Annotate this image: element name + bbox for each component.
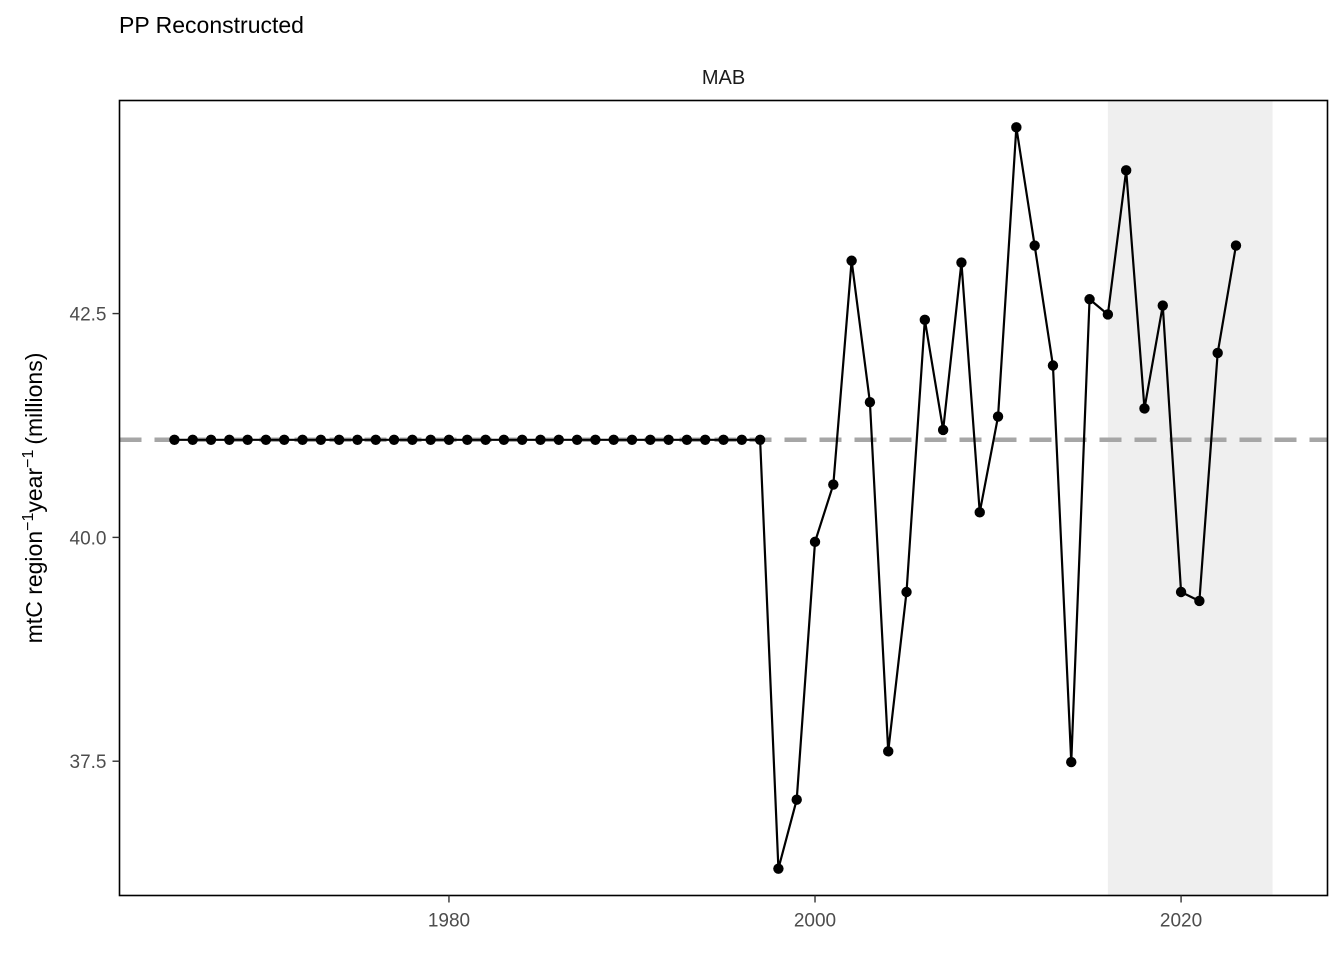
x-axis: 1980 2000 2020	[428, 895, 1202, 932]
data-point-1970	[260, 434, 272, 446]
data-point-1998	[773, 863, 784, 874]
data-point-2004	[883, 746, 894, 757]
data-point-2019	[1157, 300, 1168, 311]
data-point-1989	[608, 434, 619, 446]
data-point-2020	[1175, 586, 1187, 598]
data-point-1994	[699, 434, 711, 446]
data-point-1984	[516, 434, 528, 446]
data-point-1974	[333, 434, 345, 446]
data-point-2023	[1230, 240, 1242, 251]
panel-label: MAB	[702, 67, 745, 89]
data-point-1996	[736, 434, 748, 446]
data-point-2013	[1047, 360, 1059, 371]
data-point-2007	[937, 424, 949, 436]
data-point-1976	[370, 434, 381, 446]
data-point-1967	[205, 434, 217, 446]
y-tick-label-0: 37.5	[70, 752, 107, 773]
data-point-1972	[297, 434, 308, 446]
data-point-2006	[919, 314, 931, 326]
data-point-2014	[1066, 756, 1077, 768]
chart-title: PP Reconstructed	[119, 12, 304, 38]
data-point-2009	[974, 507, 985, 518]
data-point-1968	[224, 434, 235, 446]
data-point-1990	[626, 434, 638, 446]
x-tick-label-1980: 1980	[428, 911, 470, 932]
data-point-2008	[956, 257, 967, 268]
y-tick-label-1: 40.0	[70, 528, 107, 549]
highlight-layer	[1107, 100, 1273, 896]
data-point-2011	[1011, 122, 1022, 133]
data-point-1981	[462, 434, 473, 446]
data-point-1987	[571, 434, 583, 446]
data-point-1997	[754, 434, 766, 446]
data-point-1999	[791, 794, 802, 805]
data-point-2002	[846, 255, 857, 266]
data-point-1971	[279, 434, 290, 446]
data-point-1978	[407, 434, 418, 446]
x-tick-label-2020: 2020	[1160, 911, 1202, 932]
data-point-2021	[1194, 595, 1205, 607]
x-tick-label-2000: 2000	[794, 911, 836, 932]
data-point-2018	[1139, 403, 1150, 414]
data-point-1985	[535, 434, 546, 446]
data-point-1995	[718, 434, 729, 446]
data-point-1991	[645, 434, 656, 446]
data-point-2001	[828, 479, 839, 490]
data-point-2017	[1120, 165, 1132, 176]
series-line-0	[174, 126, 1238, 870]
data-point-1986	[553, 434, 564, 446]
data-point-1973	[315, 434, 327, 446]
data-point-1975	[352, 434, 363, 446]
data-point-1982	[480, 434, 491, 446]
data-point-2016	[1102, 309, 1114, 320]
data-point-2003	[864, 397, 876, 408]
data-point-2022	[1212, 347, 1223, 359]
data-point-1980	[443, 434, 455, 446]
data-point-1966	[187, 434, 198, 446]
data-point-2005	[901, 586, 912, 598]
data-point-2012	[1029, 240, 1040, 251]
y-tick-label-2: 42.5	[70, 305, 107, 326]
data-point-1992	[663, 434, 674, 446]
data-point-1983	[498, 434, 510, 446]
highlight-region	[1107, 100, 1273, 896]
data-point-1965	[169, 434, 180, 446]
data-point-2000	[809, 536, 821, 548]
data-point-1979	[425, 434, 436, 446]
data-point-1988	[590, 434, 601, 446]
data-point-2015	[1084, 294, 1095, 305]
panel-border	[118, 99, 1329, 897]
y-axis: 37.5 40.0 42.5	[70, 305, 120, 773]
data-point-1977	[388, 434, 400, 446]
data-point-2010	[992, 411, 1004, 422]
series-layer	[169, 122, 1242, 874]
data-point-1993	[681, 434, 693, 446]
y-axis-label: mtC region−1year−1(millions)	[20, 353, 47, 644]
data-point-1969	[242, 434, 253, 446]
